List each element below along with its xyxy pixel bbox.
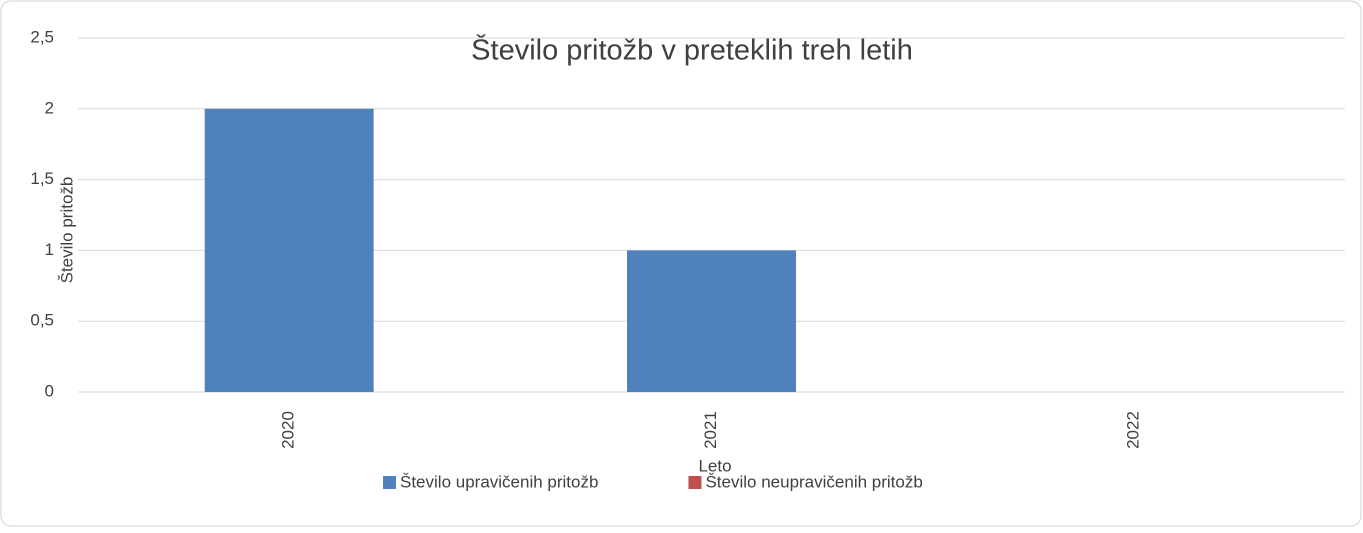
y-tick-label: 2 [45,98,54,117]
bar [627,250,796,392]
x-tick-label: 2022 [1123,411,1142,449]
bar [204,108,374,393]
y-tick-label: 0,5 [30,311,54,330]
legend-swatch [383,476,396,489]
y-tick-label: 2,5 [30,27,54,46]
x-tick-label: 2021 [701,411,720,449]
y-tick-label: 1 [45,240,54,259]
legend-label: Število upravičenih pritožb [400,472,598,491]
y-axis-title: Število pritožb [57,177,76,284]
legend-swatch [688,476,702,489]
x-axis-title: Leto [698,456,731,475]
y-tick-label: 1,5 [30,169,54,188]
legend-label: Število neupravičenih pritožb [705,472,922,491]
x-tick-label: 2020 [279,411,298,449]
y-tick-label: 0 [45,381,54,400]
